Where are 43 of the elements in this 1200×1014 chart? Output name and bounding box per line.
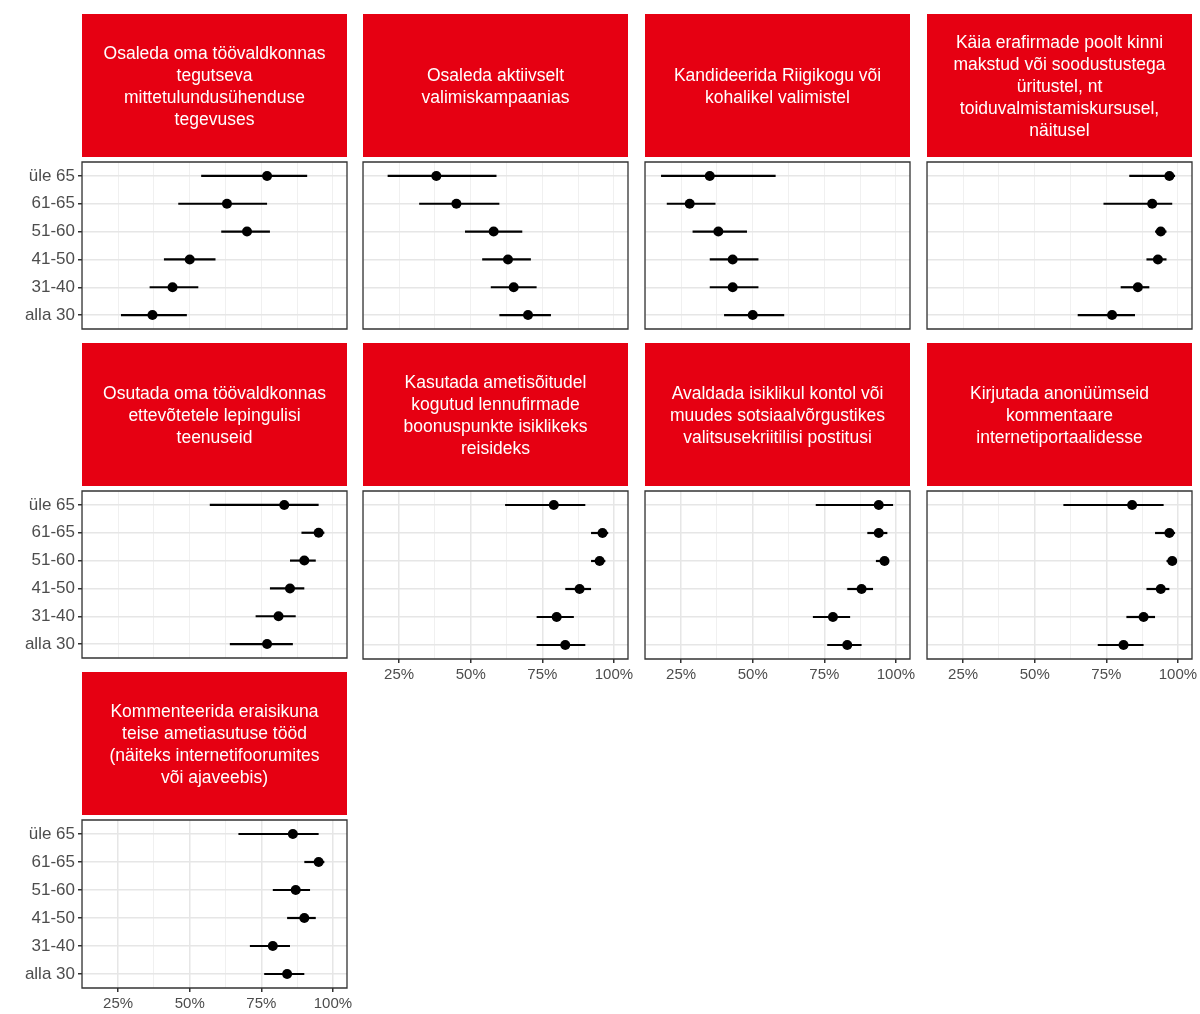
chart-title: Kandideerida Riigikogu või kohalikel valimistel	[672, 63, 883, 108]
x-tick-label: 25%	[384, 665, 415, 683]
chart-title: Kommenteerida eraisikuna teise ametiasutuse tööd (näiteks internetifoorumites või ajaveebis)	[108, 699, 321, 788]
chart-title: Osaleda oma töövaldkonnas tegutseva mittetulundusühenduse tegevuses	[102, 41, 327, 130]
y-tick-label: 41-50	[31, 578, 75, 598]
y-tick-label: üle 65	[28, 165, 75, 185]
x-tick-label: 100%	[1158, 665, 1198, 683]
x-tick-label: 100%	[313, 994, 353, 1012]
x-tick-label: 75%	[1091, 665, 1122, 683]
x-tick-label: 50%	[737, 665, 768, 683]
x-tick-label: 50%	[1019, 665, 1050, 683]
chart-title: Osutada oma töövaldkonnas ettevõtetele lepingulisi teenuseid	[102, 381, 327, 448]
y-tick-label: 41-50	[31, 907, 75, 927]
chart-title: Käia erafirmade poolt kinni makstud või soodustustega üritustel, nt toiduvalmistamiskursusel, näitusel	[952, 30, 1167, 141]
y-tick-label: 41-50	[31, 249, 75, 269]
x-tick-label: 25%	[103, 994, 134, 1012]
y-tick-label: 31-40	[31, 276, 75, 296]
y-tick-label: 51-60	[31, 550, 75, 570]
y-tick-label: alla 30	[24, 304, 75, 324]
x-tick-label: 100%	[594, 665, 634, 683]
y-tick-label: alla 30	[24, 963, 75, 983]
y-tick-label: 61-65	[31, 522, 75, 542]
y-tick-label: 51-60	[31, 221, 75, 241]
x-tick-label: 25%	[666, 665, 697, 683]
y-tick-label: 61-65	[31, 851, 75, 871]
x-tick-label: 50%	[174, 994, 205, 1012]
x-tick-label: 75%	[527, 665, 558, 683]
chart-title: Kirjutada anonüümseid kommentaare internetiportaalidesse	[969, 381, 1150, 448]
x-tick-label: 75%	[246, 994, 277, 1012]
y-tick-label: alla 30	[24, 633, 75, 653]
x-tick-label: 75%	[809, 665, 840, 683]
y-tick-label: 51-60	[31, 879, 75, 899]
y-tick-label: 31-40	[31, 935, 75, 955]
y-tick-label: 61-65	[31, 193, 75, 213]
chart-title: Kasutada ametisõitudel kogutud lennufirmade boonuspunkte isiklikeks reisideks	[402, 370, 589, 459]
x-tick-label: 50%	[455, 665, 486, 683]
y-tick-label: üle 65	[28, 494, 75, 514]
chart-title: Osaleda aktiivselt valimiskampaanias	[420, 63, 571, 108]
chart-title: Avaldada isiklikul kontol või muudes sotsiaalvõrgustikes valitsusekriitilisi postitusi	[669, 381, 886, 448]
y-tick-label: üle 65	[28, 823, 75, 843]
x-tick-label: 100%	[876, 665, 916, 683]
y-tick-label: 31-40	[31, 605, 75, 625]
x-tick-label: 25%	[948, 665, 979, 683]
